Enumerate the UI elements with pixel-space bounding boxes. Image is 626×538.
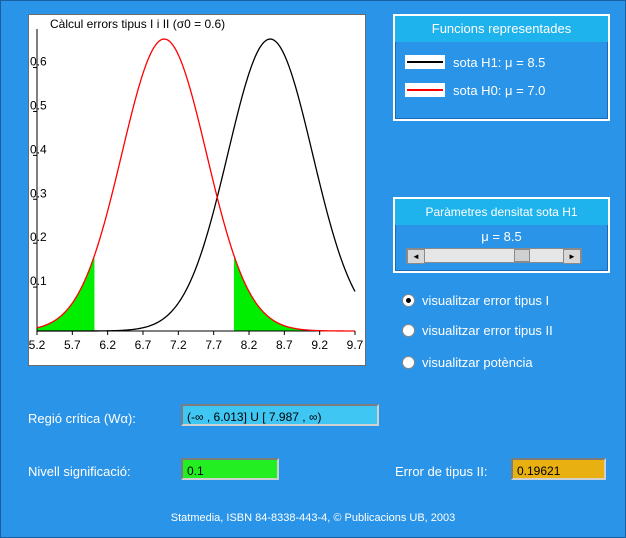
type2-error-label: Error de tipus II: (395, 464, 488, 479)
option-error-type-1[interactable]: visualitzar error tipus I (402, 293, 549, 308)
y-tick-label: 0.1 (30, 274, 47, 288)
slider-thumb[interactable] (514, 249, 531, 262)
params-panel-title: Paràmetres densitat sota H1 (395, 199, 608, 225)
option-power[interactable]: visualitzar potència (402, 355, 533, 370)
x-tick-label: 8.2 (241, 338, 258, 352)
y-tick-label: 0.5 (30, 98, 47, 112)
critical-region-label: Regió crítica (Wα): (28, 411, 136, 426)
black-line-swatch (405, 55, 445, 69)
footer-credits: Statmedia, ISBN 84-8338-443-4, © Publica… (170, 512, 456, 524)
x-tick-label: 9.7 (347, 338, 364, 352)
params-panel: Paràmetres densitat sota H1 μ = 8.5 ◄ ► (393, 197, 610, 273)
legend-item-h0-label: sota H0: μ = 7.0 (453, 82, 546, 98)
x-tick-label: 6.2 (99, 338, 116, 352)
x-tick-label: 8.7 (276, 338, 293, 352)
x-tick-label: 9.2 (311, 338, 328, 352)
rejection-region-1 (37, 255, 95, 331)
significance-label: Nivell significació: (28, 464, 131, 479)
y-tick-label: 0.6 (30, 55, 47, 69)
chart-title: Càlcul errors tipus I i II (σ0 = 0.6) (50, 17, 225, 31)
radio-power[interactable] (402, 356, 415, 369)
density-curve-h0 (36, 38, 355, 332)
y-tick-label: 0.3 (30, 186, 47, 200)
legend-item-h0: sota H0: μ = 7.0 (405, 80, 545, 100)
significance-field[interactable]: 0.1 (181, 458, 279, 480)
y-tick-label: 0.4 (30, 142, 47, 156)
slider-left-arrow-icon[interactable]: ◄ (407, 249, 425, 264)
mu-value-label: μ = 8.5 (481, 229, 522, 244)
type2-error-field: 0.19621 (511, 458, 606, 480)
density-plot: 5.2 5.7 6.2 6.7 7.2 7.7 8.2 8.7 9.2 9.7 0.1 0.2 0.3 0… (28, 14, 366, 366)
option-error-type-2-label: visualitzar error tipus II (422, 323, 553, 338)
plot-svg: 5.2 5.7 6.2 6.7 7.2 7.7 8.2 8.7 9.2 9.7 0.1 0.2 0.3 0… (29, 17, 364, 352)
density-curve-h1 (37, 38, 356, 332)
option-error-type-2[interactable]: visualitzar error tipus II (402, 323, 553, 338)
legend-panel-title: Funcions representades (395, 16, 608, 42)
legend-item-h1: sota H1: μ = 8.5 (405, 52, 545, 72)
x-tick-label: 7.2 (170, 338, 187, 352)
red-line-swatch (405, 83, 445, 97)
x-tick-label: 5.7 (64, 338, 81, 352)
option-power-label: visualitzar potència (422, 355, 533, 370)
x-tick-label: 6.7 (135, 338, 152, 352)
critical-region-field: (-∞ , 6.013] U [ 7.987 , ∞) (181, 404, 379, 426)
x-tick-label: 5.2 (29, 338, 46, 352)
x-tick-label: 7.7 (205, 338, 222, 352)
legend-item-h1-label: sota H1: μ = 8.5 (453, 54, 546, 70)
radio-error-type-2[interactable] (402, 324, 415, 337)
legend-panel: Funcions representades sota H1: μ = 8.5 … (393, 14, 610, 121)
radio-error-type-1[interactable] (402, 294, 415, 307)
mu-slider[interactable]: ◄ ► (406, 248, 582, 264)
slider-right-arrow-icon[interactable]: ► (563, 249, 581, 264)
option-error-type-1-label: visualitzar error tipus I (422, 293, 550, 308)
y-tick-label: 0.2 (30, 230, 47, 244)
rejection-region-2 (233, 255, 355, 331)
